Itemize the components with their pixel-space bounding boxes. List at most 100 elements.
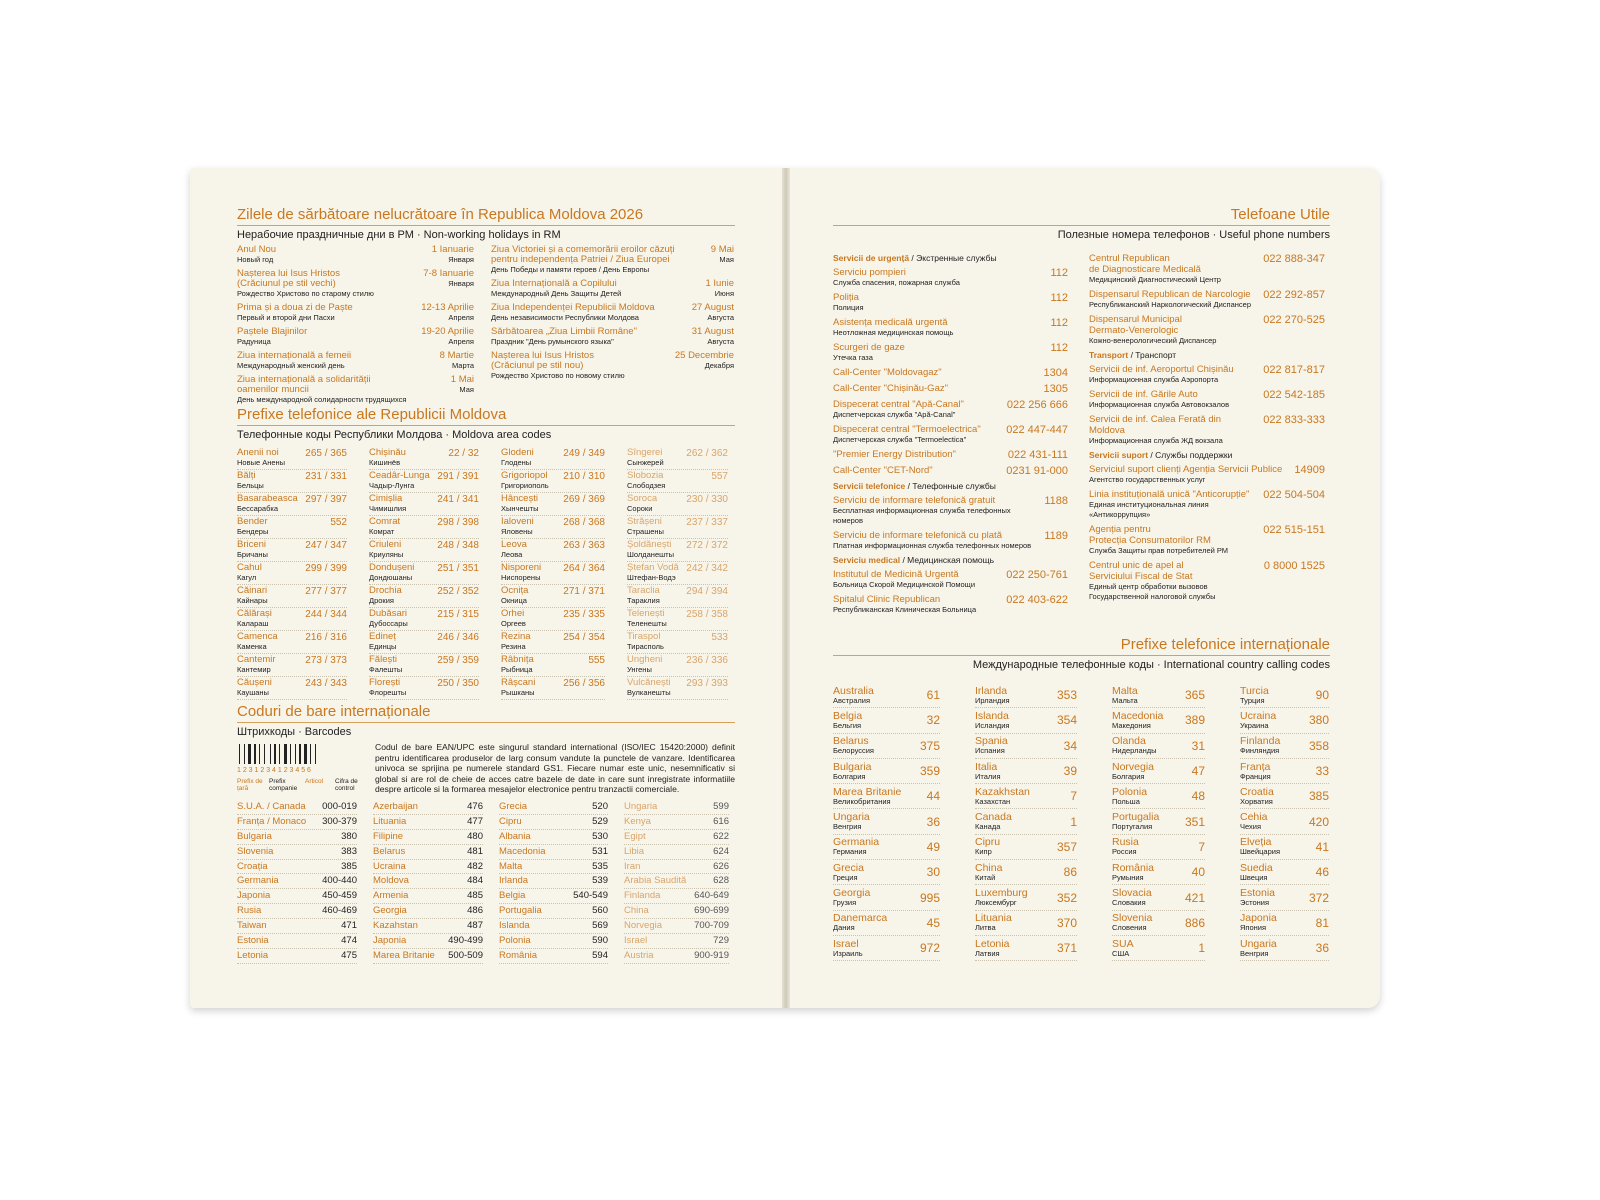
- intl-names: Ungaria Венгрия: [833, 812, 870, 831]
- barcode-country: Finlanda: [624, 890, 661, 902]
- area-code: 259 / 359: [437, 655, 479, 666]
- barcode-country: Japonia: [237, 890, 271, 902]
- intl-country-ru: Белоруссия: [833, 746, 874, 756]
- holiday-date: 8 Martie Марта: [440, 351, 474, 371]
- intl-code: 354: [1056, 713, 1077, 728]
- phone-number: 022 817-817: [1263, 364, 1325, 376]
- area-name-ro: Briceni: [237, 539, 267, 550]
- phone-number: 112: [1050, 267, 1068, 279]
- intl-country-ru: Китай: [975, 872, 996, 882]
- intl-country-ro: Belgia: [833, 709, 863, 722]
- area-name-ru: Григориополь: [501, 481, 549, 490]
- barcode-country: Moldova: [373, 875, 409, 887]
- area-name-ru: Каменка: [237, 642, 267, 651]
- phone-number: 0231 91-000: [1006, 465, 1068, 477]
- intl-names: China Китай: [975, 861, 1003, 882]
- category-title-ro: Servicii telefonice: [833, 481, 906, 491]
- intl-names: Elveția Швейцария: [1240, 837, 1280, 856]
- area-name-ru: Бессарабка: [237, 504, 279, 513]
- area-name-ru: Окница: [501, 596, 527, 605]
- holiday-item: Paștele Blajinilor Радуница 19-20 Aprilie А…: [237, 327, 474, 347]
- barcode-row: Finlanda 640-649: [624, 889, 729, 905]
- intl-code-row: România Румыния 40: [1112, 860, 1205, 886]
- barcode-prefix: 599: [713, 801, 729, 812]
- holiday-item: Ziua Internațională a Copilului Междунаро…: [491, 279, 734, 299]
- barcode-row: Cipru 529: [499, 815, 608, 830]
- holiday-date: 31 August Августа: [692, 327, 734, 347]
- area-code-row: Cantemir Кантемир 273 / 373: [237, 654, 347, 677]
- intl-country-ro: Ungaria: [833, 811, 870, 824]
- phone-names: Serviciu de informare telefonică gratuit…: [833, 495, 1038, 526]
- holiday-name-ru: Международный День Защиты Детей: [491, 289, 622, 298]
- intl-country-ru: Кипр: [975, 847, 992, 857]
- intl-column: Malta Мальта 365 Macedonia Македония 389 Oland…: [1112, 683, 1205, 962]
- phone-name-ro: Asistența medicală urgentă: [833, 317, 948, 328]
- intl-country-ro: Cipru: [975, 836, 1001, 849]
- intl-names: Danemarca Дания: [833, 913, 887, 932]
- holiday-item: Prima și a doua zi de Paște Первый и втор…: [237, 303, 474, 323]
- phone-name-ro: Poliția: [833, 292, 859, 303]
- area-code-row: Slobozia Слободзея 557: [627, 470, 728, 493]
- area-name-ru: Чадыр-Лунга: [369, 481, 415, 490]
- intl-country-ro: Danemarca: [833, 912, 888, 925]
- area-names: Nisporeni Ниспорены: [501, 563, 541, 584]
- barcode-country: Egipt: [624, 830, 646, 842]
- area-code-row: Dubăsari Дубоссары 215 / 315: [369, 608, 479, 631]
- intl-country-ro: China: [975, 861, 1003, 874]
- intl-code: 81: [1315, 915, 1329, 930]
- intl-code-row: Finlanda Финляндия 358: [1240, 734, 1329, 759]
- phone-number: 022 270-525: [1263, 314, 1325, 326]
- phone-entry: Serviciul suport clienți Agenția Servici…: [1089, 464, 1325, 485]
- area-code: 22 / 32: [448, 448, 479, 459]
- intl-country-ro: Marea Britanie: [833, 785, 902, 798]
- area-code: 230 / 330: [686, 494, 728, 505]
- intl-country-ru: Швейцария: [1240, 847, 1281, 857]
- category-title-ro: Servicii suport: [1089, 450, 1149, 460]
- holiday-name-ru: Первый и второй дни Пасхи: [237, 313, 335, 322]
- barcode-prefix: 520: [592, 801, 608, 812]
- intl-country-ro: Kazakhstan: [975, 785, 1030, 798]
- phone-names: Centrul Republican de Diagnosticare Medi…: [1089, 253, 1257, 285]
- holiday-date-ro: 9 Mai: [710, 244, 734, 255]
- holiday-name-ro: Anul Nou: [237, 244, 277, 255]
- phones-title: Telefoane Utile: [833, 206, 1330, 226]
- barcode-country: Filipine: [373, 830, 404, 842]
- barcode-country: Taiwan: [237, 920, 267, 932]
- area-name-ro: Rezina: [501, 631, 531, 642]
- barcode-country: Marea Britanie: [373, 949, 435, 961]
- intl-code: 44: [926, 789, 940, 804]
- intl-code: 357: [1056, 839, 1077, 854]
- barcode-prefix: 640-649: [694, 890, 729, 902]
- barcode-country: Israel: [624, 935, 648, 947]
- area-name-ru: Ниспорены: [501, 573, 541, 582]
- area-name-ro: Leova: [501, 539, 527, 550]
- barcode-row: Grecia 520: [499, 800, 608, 815]
- intl-code: 385: [1308, 789, 1329, 804]
- intl-country-ru: Польша: [1112, 796, 1140, 806]
- intl-country-ro: Elveția: [1240, 836, 1272, 849]
- holiday-name-ru: Праздник "День румынского языка": [491, 337, 614, 346]
- intl-code: 358: [1308, 738, 1329, 753]
- intl-code-row: Canada Канада 1: [975, 809, 1077, 835]
- barcode-country: Arabia Saudită: [624, 875, 687, 887]
- intl-code-row: Georgia Грузия 995: [833, 885, 940, 911]
- phone-entry: "Premier Energy Distribution" 022 431-111: [833, 449, 1068, 461]
- intl-code: 351: [1184, 814, 1205, 829]
- area-code: 256 / 356: [563, 678, 605, 689]
- intl-names: Croatia Хорватия: [1240, 787, 1274, 806]
- phone-names: Servicii de inf. Calea Ferată din Moldov…: [1089, 414, 1257, 446]
- phone-name-ru: Единый центр обработки вызовов Государст…: [1089, 582, 1216, 601]
- phone-number: 022 403-622: [1006, 594, 1068, 606]
- area-name-ro: Orhei: [501, 608, 525, 619]
- holiday-names: Ziua Internațională a Copilului Междунаро…: [491, 279, 699, 299]
- barcode-row: Marea Britanie 500-509: [373, 949, 483, 964]
- phone-names: Servicii de inf. Gările Auto Информационн…: [1089, 389, 1257, 410]
- area-code-row: Căușeni Каушаны 243 / 343: [237, 677, 347, 700]
- phones-section: Telefoane Utile Полезные номера телефоно…: [833, 206, 1330, 619]
- intl-code: 41: [1315, 839, 1329, 854]
- intl-names: Bulgaria Болгария: [833, 761, 872, 780]
- barcode-prefix: 690-699: [694, 905, 729, 917]
- phone-name-ru: Единая институциональная линия «Антикорр…: [1089, 500, 1209, 519]
- holiday-names: Nașterea lui Isus Hristos (Crăciunul pe …: [491, 351, 669, 381]
- area-code-row: Rezina Резина 254 / 354: [501, 631, 605, 654]
